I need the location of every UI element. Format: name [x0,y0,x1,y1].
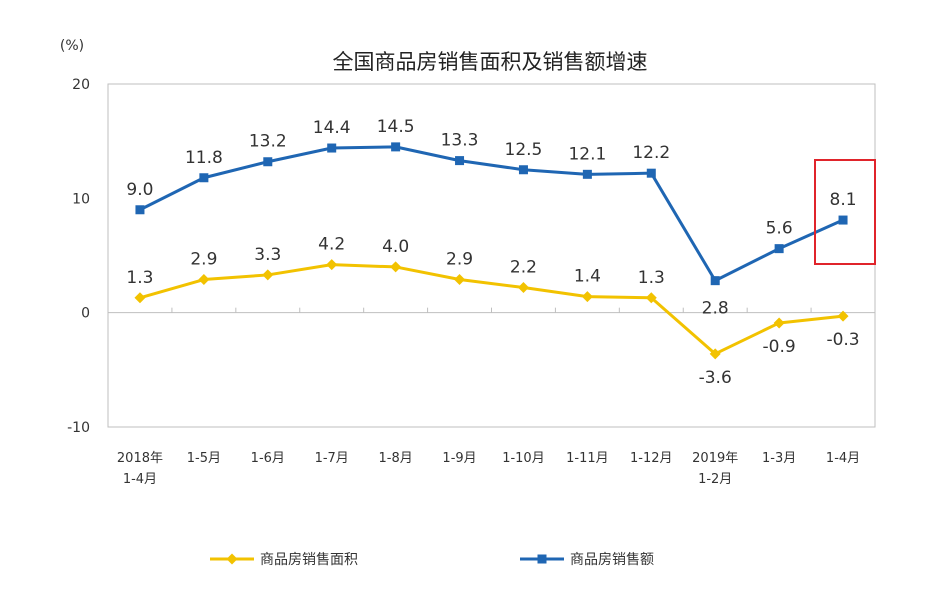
data-point [198,274,210,286]
x-tick-label: 2019年 [692,451,738,466]
x-tick-label: 1-4月 [826,451,860,466]
y-axis: 20 10 0 -10 [67,77,90,436]
series-markers [134,142,849,360]
legend-label: 商品房销售额 [570,552,654,568]
legend: 商品房销售面积 商品房销售额 [210,552,654,568]
data-label: 4.0 [382,237,409,257]
data-label: 12.1 [568,144,606,164]
series-line [139,145,844,283]
data-label: -0.3 [826,330,859,350]
x-tick-label: 1-9月 [442,451,476,466]
legend-marker [537,554,547,564]
x-tick-label: 2018年 [117,451,163,466]
y-tick-label: 20 [72,77,90,93]
data-point [837,310,849,322]
chart-title: 全国商品房销售面积及销售额增速 [333,50,648,74]
data-label: 2.8 [702,299,729,319]
series-line [139,263,844,356]
data-point [327,143,337,153]
data-label: 14.5 [377,117,415,137]
data-label: 9.0 [126,180,153,200]
data-label: 13.3 [441,131,479,151]
data-label: 8.1 [830,190,857,210]
highlight-box [814,159,876,265]
data-point [517,282,529,294]
data-label: 2.2 [510,258,537,278]
data-point [455,156,465,166]
data-label: 5.6 [766,219,793,239]
x-tick-label: 1-5月 [187,451,221,466]
y-tick-label: -10 [67,420,90,436]
y-tick-label: 10 [72,191,90,207]
x-tick-label: 1-11月 [566,451,609,466]
plot-area-frame [107,83,876,428]
legend-marker [226,553,238,565]
data-point [390,261,402,273]
data-label: 3.3 [254,245,281,265]
data-point [709,348,721,360]
legend-label: 商品房销售面积 [260,552,358,568]
data-point [773,317,785,329]
x-tick-label: 1-6月 [251,451,285,466]
data-point [581,291,593,303]
zero-baseline [108,307,875,314]
series-lines [139,145,844,356]
x-tick-label: 1-12月 [630,451,673,466]
data-label: 1.3 [638,268,665,288]
x-tick-label: 1-10月 [502,451,545,466]
data-point [710,276,720,286]
y-tick-label: 0 [81,306,90,322]
data-point [134,292,146,304]
x-tick-label: 1-8月 [379,451,413,466]
y-unit-label: (%) [60,38,84,54]
data-point [263,157,273,167]
data-label: 11.8 [185,148,223,168]
data-label: 1.4 [574,267,601,287]
data-point [582,169,592,179]
data-point [646,168,656,178]
data-label: 2.9 [190,250,217,270]
data-label: 1.3 [126,268,153,288]
data-point [199,173,209,183]
data-point [774,244,784,254]
data-label: 14.4 [313,118,351,138]
data-point [135,205,145,215]
data-label: 12.5 [505,140,543,160]
data-label: -0.9 [763,337,796,357]
data-label: 4.2 [318,235,345,255]
data-point [262,269,274,281]
data-point [645,292,657,304]
data-label: -3.6 [699,368,732,388]
data-point [391,142,401,152]
data-label: 13.2 [249,132,287,152]
x-tick-label: 1-3月 [762,451,796,466]
data-point [454,274,466,286]
data-point [326,259,338,271]
data-point [518,165,528,175]
data-label: 2.9 [446,250,473,270]
data-label: 12.2 [632,143,670,163]
x-axis: 2018年 1-4月 1-5月 1-6月 1-7月 1-8月 1-9月 1-10月 1-11月 1… [117,451,860,487]
x-tick-label: 1-4月 [123,472,157,487]
data-labels: 1.3 2.9 3.3 4.2 4.0 2.9 2.2 1.4 1.3 -3.6 -0.9 -0.3 9… [126,117,859,388]
x-tick-label: 1-2月 [698,472,732,487]
data-point [838,215,848,225]
x-tick-label: 1-7月 [315,451,349,466]
